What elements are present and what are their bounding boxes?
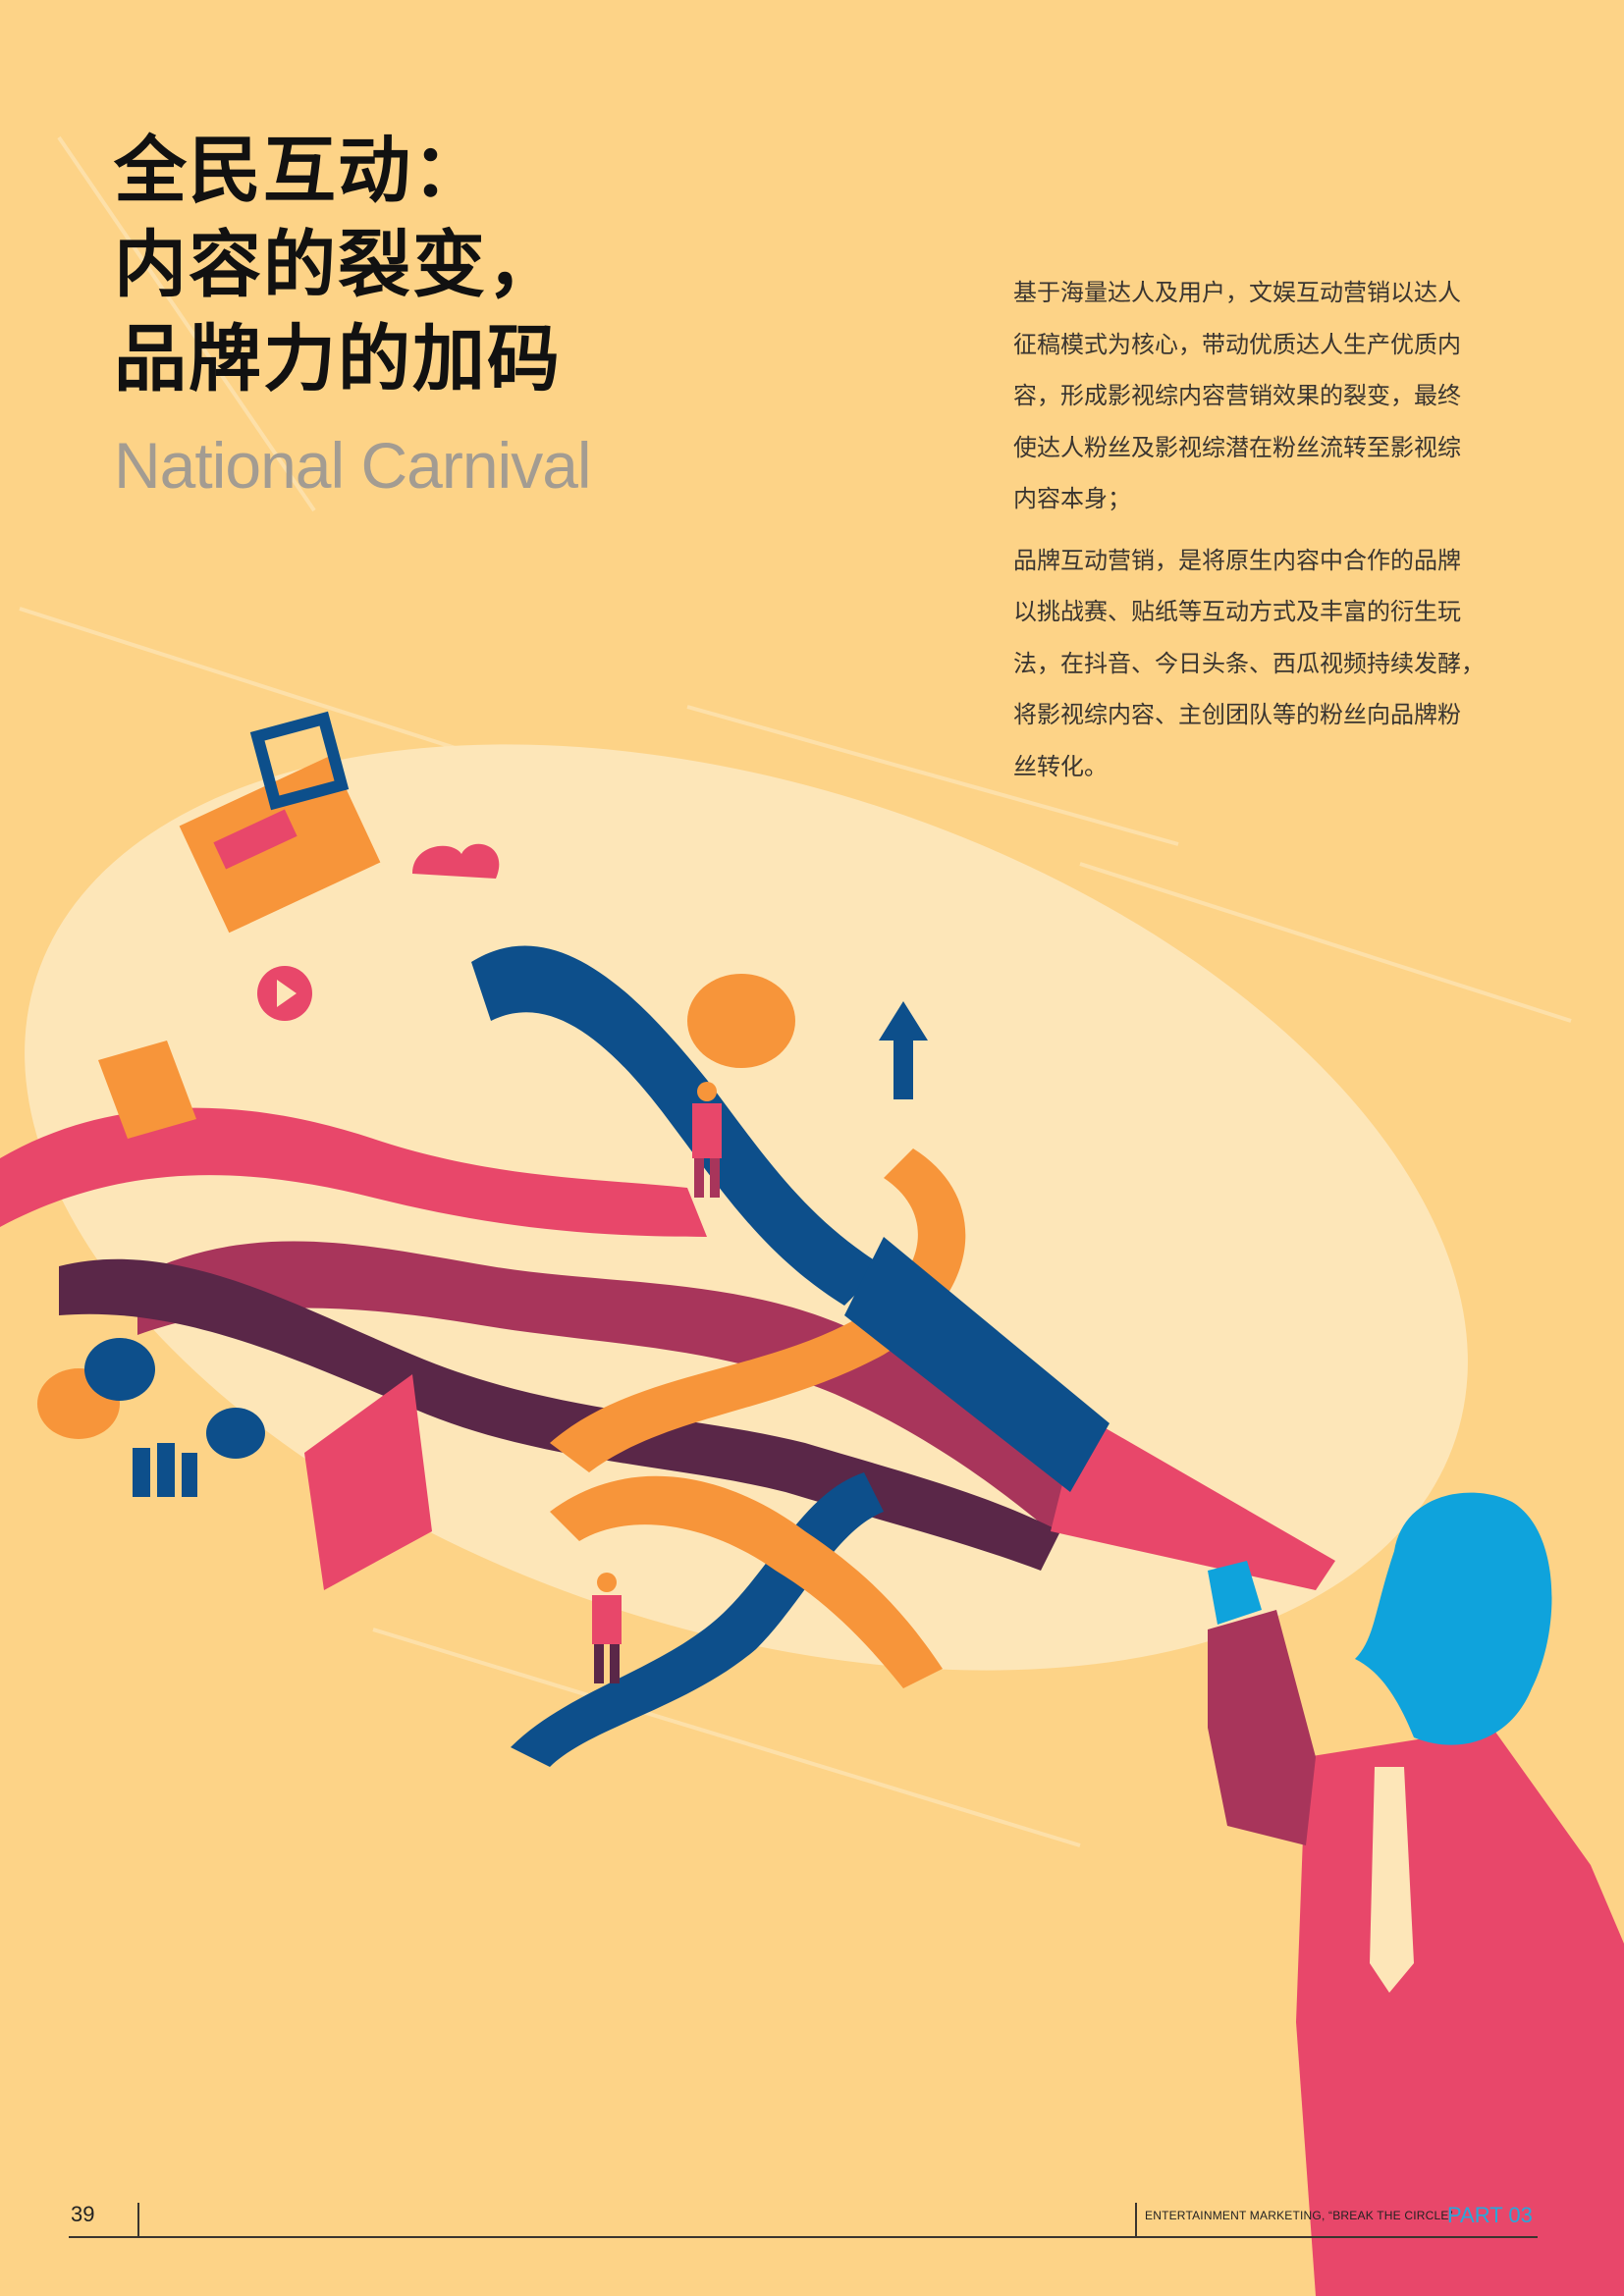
body-text: 基于海量达人及用户，文娱互动营销以达人 征稿模式为核心，带动优质达人生产优质内 … [1013, 267, 1524, 802]
footer-rule [69, 2236, 1538, 2238]
footer-divider-right [1135, 2203, 1137, 2238]
arrow-up-icon [879, 1001, 928, 1099]
text-line: 征稿模式为核心，带动优质达人生产优质内 [1013, 330, 1461, 358]
paragraph-2: 品牌互动营销，是将原生内容中合作的品牌 以挑战赛、贴纸等互动方式及丰富的衍生玩 … [1013, 535, 1524, 793]
orange-ribbon [550, 1148, 966, 1472]
megaphone-stripes [844, 1237, 1110, 1492]
megaphone-cone [1051, 1414, 1335, 1590]
dark-plum-ribbon [59, 1258, 1060, 1571]
text-line: 品牌互动营销，是将原生内容中合作的品牌 [1013, 546, 1461, 574]
group-figures-icon [133, 1443, 197, 1497]
page-number: 39 [71, 2202, 95, 2226]
text-line: 基于海量达人及用户，文娱互动营销以达人 [1013, 279, 1461, 306]
paragraph-1: 基于海量达人及用户，文娱互动营销以达人 征稿模式为核心，带动优质达人生产优质内 … [1013, 267, 1524, 525]
footer-label: ENTERTAINMENT MARKETING, “BREAK THE CIRC… [1145, 2209, 1453, 2222]
navy-outline-square [249, 711, 350, 811]
title-line: 全民互动： [114, 129, 487, 213]
shouting-man-icon [1208, 1492, 1624, 2296]
orange-ribbon-lower [550, 1475, 943, 1688]
man-head [1355, 1492, 1552, 1745]
pink-pennant [304, 1374, 432, 1590]
navy-ribbon-upper [471, 945, 884, 1306]
text-line: 使达人粉丝及影视综潜在粉丝流转至影视综 [1013, 433, 1461, 461]
text-line: 法，在抖音、今日头条、西瓜视频持续发酵， [1013, 649, 1485, 677]
man-tie [1370, 1767, 1414, 1993]
text-line: 以挑战赛、贴纸等互动方式及丰富的衍生玩 [1013, 598, 1461, 625]
title-line: 内容的裂变， [114, 223, 562, 307]
speech-bubble-orange [687, 974, 795, 1068]
pink-bar [213, 809, 298, 870]
text-line: 容，形成影视综内容营销效果的裂变，最终 [1013, 382, 1461, 409]
footer-part: PART 03 [1447, 2203, 1533, 2227]
text-line: 将影视综内容、主创团队等的粉丝向品牌粉 [1013, 701, 1461, 728]
pink-ribbon-left [0, 1107, 707, 1237]
page-subtitle: National Carnival [114, 429, 592, 502]
footer-divider-left [137, 2203, 139, 2238]
page-title: 全民互动： 内容的裂变， 品牌力的加码 [114, 124, 562, 406]
standing-figure-icon [692, 1082, 722, 1198]
cloud-pink [412, 843, 500, 879]
speech-bubble-navy-small [206, 1408, 265, 1459]
thumbs-up-icon [98, 1041, 196, 1139]
pointing-figure-icon [592, 1573, 622, 1683]
text-line: 内容本身； [1013, 485, 1131, 512]
speech-bubble-navy [84, 1338, 155, 1401]
plum-ribbon [137, 1241, 1090, 1531]
orange-card-icon [179, 755, 381, 934]
man-arm [1208, 1610, 1316, 1845]
man-hand [1208, 1561, 1262, 1625]
brush-strokes [19, 135, 1572, 1847]
title-line: 品牌力的加码 [114, 317, 562, 401]
text-line: 丝转化。 [1013, 752, 1108, 780]
